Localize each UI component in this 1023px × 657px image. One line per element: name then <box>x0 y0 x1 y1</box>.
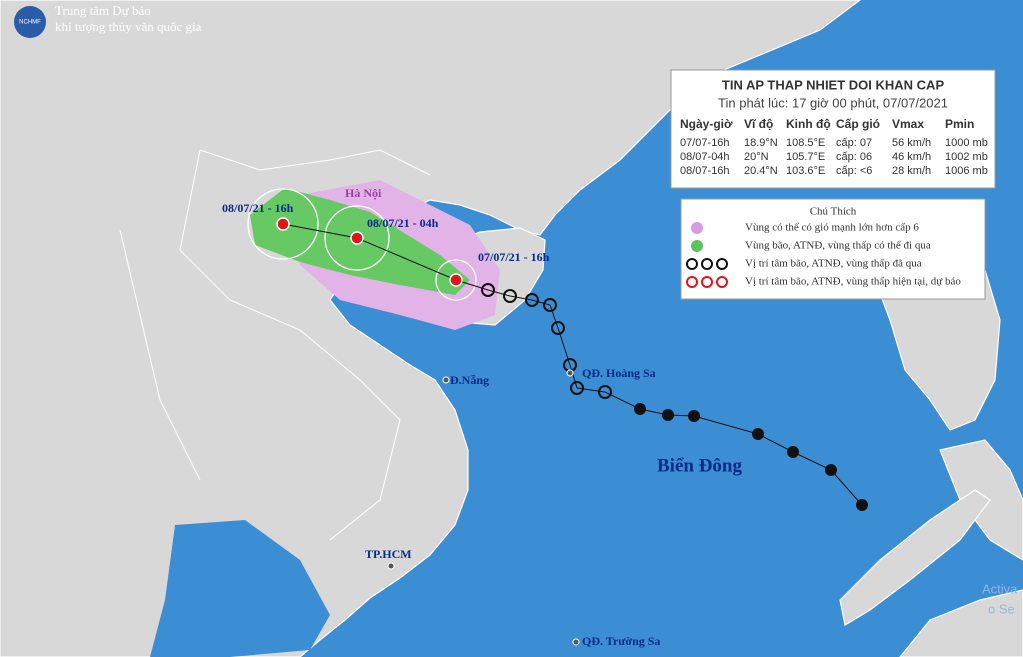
logo-text: NCHMF <box>19 20 41 26</box>
past-point <box>787 446 799 458</box>
wind-radius <box>247 188 477 301</box>
table-cell: 103.6°E <box>786 165 825 177</box>
table-cell: 07/07-16h <box>680 137 730 149</box>
column-header: Vmax <box>892 117 924 131</box>
table-cell: 1002 mb <box>945 151 988 163</box>
table-cell: 1006 mb <box>945 165 988 177</box>
place-label: QĐ. Trường Sa <box>582 634 660 648</box>
legend-icon <box>686 258 698 270</box>
past-point <box>634 403 646 415</box>
table-cell: 08/07-16h <box>680 165 730 177</box>
legend-icon <box>716 258 728 270</box>
forecast-label: 08/07/21 - 16h <box>222 201 294 215</box>
past-point <box>503 289 517 303</box>
table-cell: 108.5°E <box>786 137 825 149</box>
legend-icon <box>686 276 698 288</box>
forecast-points <box>276 217 463 287</box>
table-cell: 1000 mb <box>945 137 988 149</box>
legend-icon <box>691 222 703 234</box>
legend-icon <box>716 276 728 288</box>
past-point <box>543 298 557 312</box>
org-name: khí tượng thủy văn quốc gia <box>55 19 202 34</box>
past-point <box>825 464 837 476</box>
past-point <box>525 293 539 307</box>
column-header: Ngày-giờ <box>680 117 733 131</box>
legend-icon <box>701 276 713 288</box>
bulletin-title: TIN AP THAP NHIET DOI KHAN CAP <box>722 77 945 92</box>
bulletin-issued: Tin phát lúc: 17 giờ 00 phút, 07/07/2021 <box>718 95 948 110</box>
place-label: Hà Nội <box>345 186 382 200</box>
legend-item: Vị trí tâm bão, ATNĐ, vùng thấp hiện tại… <box>745 276 961 288</box>
table-cell: 08/07-04h <box>680 151 730 163</box>
forecast-label: 07/07/21 - 16h <box>478 250 550 264</box>
past-point <box>856 499 868 511</box>
column-header: Vĩ độ <box>744 117 773 131</box>
place-label: QĐ. Hoàng Sa <box>582 366 656 380</box>
past-point <box>598 385 612 399</box>
past-point <box>570 381 584 395</box>
place-dot <box>566 369 574 377</box>
past-point <box>551 321 565 335</box>
place-label: Đ.Nẵng <box>450 373 489 387</box>
legend-icon <box>691 240 703 252</box>
table-cell: 46 km/h <box>892 151 931 163</box>
gulf <box>150 520 330 657</box>
table-cell: 18.9°N <box>744 137 778 149</box>
borders <box>119 149 431 541</box>
watermark: o Se <box>988 601 1015 616</box>
bulletin-box <box>670 69 996 189</box>
table-cell: cấp: 06 <box>836 151 872 163</box>
watermark: Activa <box>982 581 1018 596</box>
past-point <box>752 428 764 440</box>
past-point <box>662 409 674 421</box>
forecast-label: 08/07/21 - 04h <box>367 216 439 230</box>
place-label: TP.HCM <box>365 547 412 561</box>
logo: NCHMF <box>14 6 46 38</box>
table-cell: cấp: 07 <box>836 137 872 149</box>
legend-item: Vùng bão, ATNĐ, vùng thấp có thể đi qua <box>745 240 931 252</box>
place-dot <box>442 376 450 384</box>
table-cell: 105.7°E <box>786 151 825 163</box>
legend-box <box>680 198 986 300</box>
org-name: Trung tâm Dự báo <box>55 3 151 18</box>
legend-icon <box>701 258 713 270</box>
legend-item: Vùng có thể có gió mạnh lớn hơn cấp 6 <box>745 222 919 234</box>
column-header: Cấp gió <box>836 117 880 131</box>
place-label: Biển Đông <box>657 455 742 476</box>
place-dot <box>572 638 580 646</box>
place-dot <box>387 562 395 570</box>
past-point <box>481 283 495 297</box>
past-point <box>688 410 700 422</box>
table-cell: 28 km/h <box>892 165 931 177</box>
table-cell: 20.4°N <box>744 165 778 177</box>
column-header: Kinh độ <box>786 117 831 131</box>
table-cell: cấp: <6 <box>836 165 872 177</box>
table-cell: 56 km/h <box>892 137 931 149</box>
legend-item: Vị trí tâm bão, ATNĐ, vùng thấp đã qua <box>745 258 922 270</box>
column-header: Pmin <box>945 117 974 131</box>
legend-title: Chú Thích <box>810 206 857 218</box>
table-cell: 20°N <box>744 151 769 163</box>
past-points <box>481 283 868 511</box>
